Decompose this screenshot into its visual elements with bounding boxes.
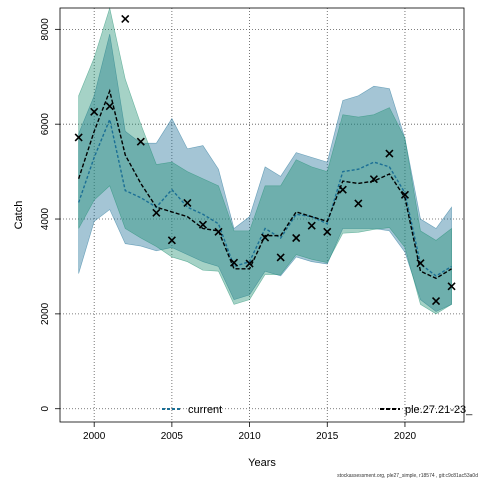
band-series-1 bbox=[78, 6, 452, 315]
legend-label-current: current bbox=[188, 404, 222, 416]
legend-item-current: current bbox=[162, 404, 222, 416]
observed-point-2004 bbox=[152, 208, 161, 217]
observed-point-2006 bbox=[183, 198, 192, 207]
observed-point-2016 bbox=[338, 185, 347, 194]
y-tick-label-6000: 6000 bbox=[40, 113, 51, 136]
x-tick-label-2000: 2000 bbox=[83, 431, 106, 442]
observed-point-2020 bbox=[400, 190, 410, 199]
observed-point-1999 bbox=[74, 133, 83, 142]
grid-layer bbox=[60, 8, 464, 422]
plot-frame bbox=[59, 7, 465, 423]
observed-point-2009 bbox=[229, 258, 239, 267]
observed-point-2007 bbox=[198, 220, 208, 229]
y-tick-label-4000: 4000 bbox=[40, 207, 51, 230]
observed-points bbox=[74, 14, 456, 306]
x-tick-label-2020: 2020 bbox=[394, 431, 417, 442]
observed-point-2015 bbox=[323, 227, 332, 236]
observed-point-2013 bbox=[292, 233, 301, 243]
confidence-bands bbox=[78, 6, 452, 315]
observed-point-2018 bbox=[369, 175, 378, 184]
y-tick-label-8000: 8000 bbox=[40, 18, 51, 41]
observed-point-2008 bbox=[214, 227, 223, 236]
y-axis-label: Catch bbox=[13, 201, 25, 230]
x-axis-label: Years bbox=[248, 457, 276, 469]
observed-point-2001 bbox=[105, 102, 114, 111]
legend-label-ple: ple.27.21-23_ bbox=[405, 404, 473, 416]
observed-point-2005 bbox=[167, 236, 176, 245]
x-tick-label-2010: 2010 bbox=[238, 431, 261, 442]
observed-point-2019 bbox=[385, 149, 394, 158]
observed-point-2022 bbox=[431, 297, 441, 306]
observed-point-2010 bbox=[245, 259, 254, 268]
line-series-0 bbox=[77, 117, 452, 277]
y-axis: 0 2000 4000 6000 8000 bbox=[40, 18, 60, 412]
x-tick-label-2005: 2005 bbox=[161, 431, 184, 442]
series-lines bbox=[77, 88, 452, 280]
observed-point-2000 bbox=[90, 107, 99, 116]
footer-credit: stockassessment.org, ple27_simple, r1857… bbox=[337, 473, 478, 479]
observed-point-2014 bbox=[307, 221, 316, 230]
y-tick-label-2000: 2000 bbox=[40, 302, 51, 325]
observed-point-2021 bbox=[416, 259, 425, 268]
observed-point-2023 bbox=[447, 282, 456, 291]
observed-point-2012 bbox=[276, 253, 285, 262]
y-tick-label-0: 0 bbox=[40, 406, 51, 412]
legend: current ple.27.21-23_ bbox=[162, 404, 473, 416]
observed-point-2017 bbox=[354, 199, 363, 208]
observed-point-2011 bbox=[261, 233, 270, 242]
x-axis: 2000 2005 2010 2015 2020 bbox=[83, 422, 417, 442]
legend-item-ple: ple.27.21-23_ bbox=[380, 404, 473, 416]
x-tick-label-2015: 2015 bbox=[316, 431, 339, 442]
line-series-1 bbox=[77, 88, 452, 280]
observed-point-2003 bbox=[136, 137, 145, 146]
observed-point-2002 bbox=[121, 14, 130, 23]
